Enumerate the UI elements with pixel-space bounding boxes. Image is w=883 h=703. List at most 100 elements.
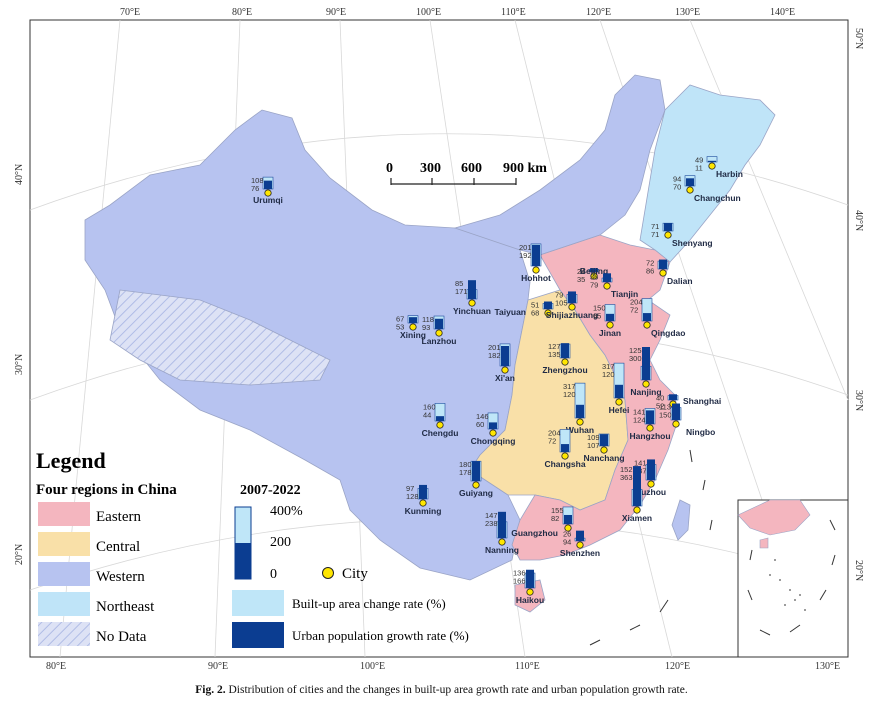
right-lat-label: 40°N xyxy=(853,210,864,231)
city-name: Shijiazhuang xyxy=(546,310,598,320)
urban-value: 300 xyxy=(629,354,642,363)
city-markers: 10876Urumqi4911Harbin9470Changchun7171Sh… xyxy=(251,156,743,605)
legend-swatch-eastern xyxy=(38,502,90,526)
left-lat-label: 30°N xyxy=(14,354,25,375)
builtup-value: 109 xyxy=(587,433,600,442)
urban-value: 86 xyxy=(646,267,654,276)
scale-tick: 300 xyxy=(420,161,441,176)
top-lon-label: 70°E xyxy=(120,7,140,18)
city-dot xyxy=(603,282,611,290)
builtup-value: 127 xyxy=(548,342,561,351)
builtup-value: 125 xyxy=(629,346,642,355)
city-name: Dalian xyxy=(667,276,693,286)
urban-value: 71 xyxy=(651,230,659,239)
urban-bar xyxy=(264,180,272,189)
urban-bar xyxy=(489,422,497,429)
urban-value: 35 xyxy=(577,275,585,284)
urban-value: 65 xyxy=(593,312,601,321)
legend-region-label: Western xyxy=(96,569,145,585)
city-name: Wuhan xyxy=(566,425,594,435)
scale-bar: 0 300 600 900 km xyxy=(386,161,547,185)
city-name: Xi'an xyxy=(495,373,515,383)
urban-value: 60 xyxy=(476,420,484,429)
top-lon-label: 120°E xyxy=(586,7,611,18)
city-name: Chongqing xyxy=(471,436,516,446)
city-dot xyxy=(264,189,272,197)
urban-bar xyxy=(435,318,443,329)
urban-value: 150 xyxy=(659,411,672,420)
urban-bar xyxy=(615,384,623,398)
city-dot xyxy=(409,323,417,331)
urban-value: 178 xyxy=(459,468,472,477)
legend-title: Legend xyxy=(36,448,106,473)
city-name: Hefei xyxy=(609,405,630,415)
urban-value: 52 xyxy=(656,401,664,410)
city-name: Harbin xyxy=(716,169,743,179)
urban-bar xyxy=(606,313,614,321)
builtup-value: 204 xyxy=(548,429,561,438)
urban-value: 68 xyxy=(531,309,539,318)
urban-bar xyxy=(472,461,480,481)
urban-bar xyxy=(669,394,677,400)
city-dot xyxy=(472,481,480,489)
city-dot xyxy=(568,303,576,311)
urban-bar xyxy=(419,484,427,499)
city-dot xyxy=(576,418,584,426)
builtup-value: 113 xyxy=(659,403,671,412)
city-name: Taiyuan xyxy=(495,307,527,317)
city-dot xyxy=(647,480,655,488)
city-name: Guiyang xyxy=(459,488,493,498)
urban-bar xyxy=(664,223,672,231)
urban-bar xyxy=(526,569,534,588)
legend-urban-label: Urban population growth rate (%) xyxy=(292,628,469,643)
builtup-value: 141 xyxy=(634,458,647,467)
city-name: Shenzhen xyxy=(560,548,600,558)
urban-value: 192 xyxy=(519,251,532,260)
right-lat-label: 20°N xyxy=(853,560,864,581)
urban-value: 182 xyxy=(488,351,501,360)
builtup-value: 155 xyxy=(551,506,564,515)
legend-city-label: City xyxy=(342,566,368,582)
city-name: Jinan xyxy=(599,328,621,338)
city-name: Lanzhou xyxy=(422,336,457,346)
urban-value: 53 xyxy=(396,323,404,332)
builtup-value: 150 xyxy=(593,304,606,313)
right-lat-label: 50°N xyxy=(853,28,864,49)
legend-regions-title: Four regions in China xyxy=(36,482,177,498)
urban-value: 238 xyxy=(485,519,498,528)
city-name: Zhengzhou xyxy=(542,365,587,375)
urban-bar xyxy=(646,410,654,424)
city-name: Guangzhou xyxy=(511,528,558,538)
builtup-value: 26 xyxy=(563,530,571,539)
bottom-lon-label: 80°E xyxy=(46,661,66,672)
urban-bar xyxy=(647,459,655,480)
urban-value: 171 xyxy=(455,287,468,296)
builtup-value: 72 xyxy=(646,259,654,268)
builtup-value: 317 xyxy=(563,382,576,391)
caption-label: Fig. 2. xyxy=(195,684,226,696)
legend-axis-tick: 0 xyxy=(270,567,277,582)
city-dot xyxy=(561,358,569,366)
urban-value: 124 xyxy=(633,415,646,424)
legend-region-label: Northeast xyxy=(96,599,155,615)
city-name: Hohhot xyxy=(521,273,551,283)
scale-tick: 600 xyxy=(461,161,482,176)
top-lon-label: 130°E xyxy=(675,7,700,18)
city-name: Haikou xyxy=(516,595,544,605)
urban-bar xyxy=(409,317,417,323)
legend-region-label: Eastern xyxy=(96,509,141,525)
urban-value: 79 xyxy=(590,280,598,289)
city-name: Nanning xyxy=(485,545,519,555)
